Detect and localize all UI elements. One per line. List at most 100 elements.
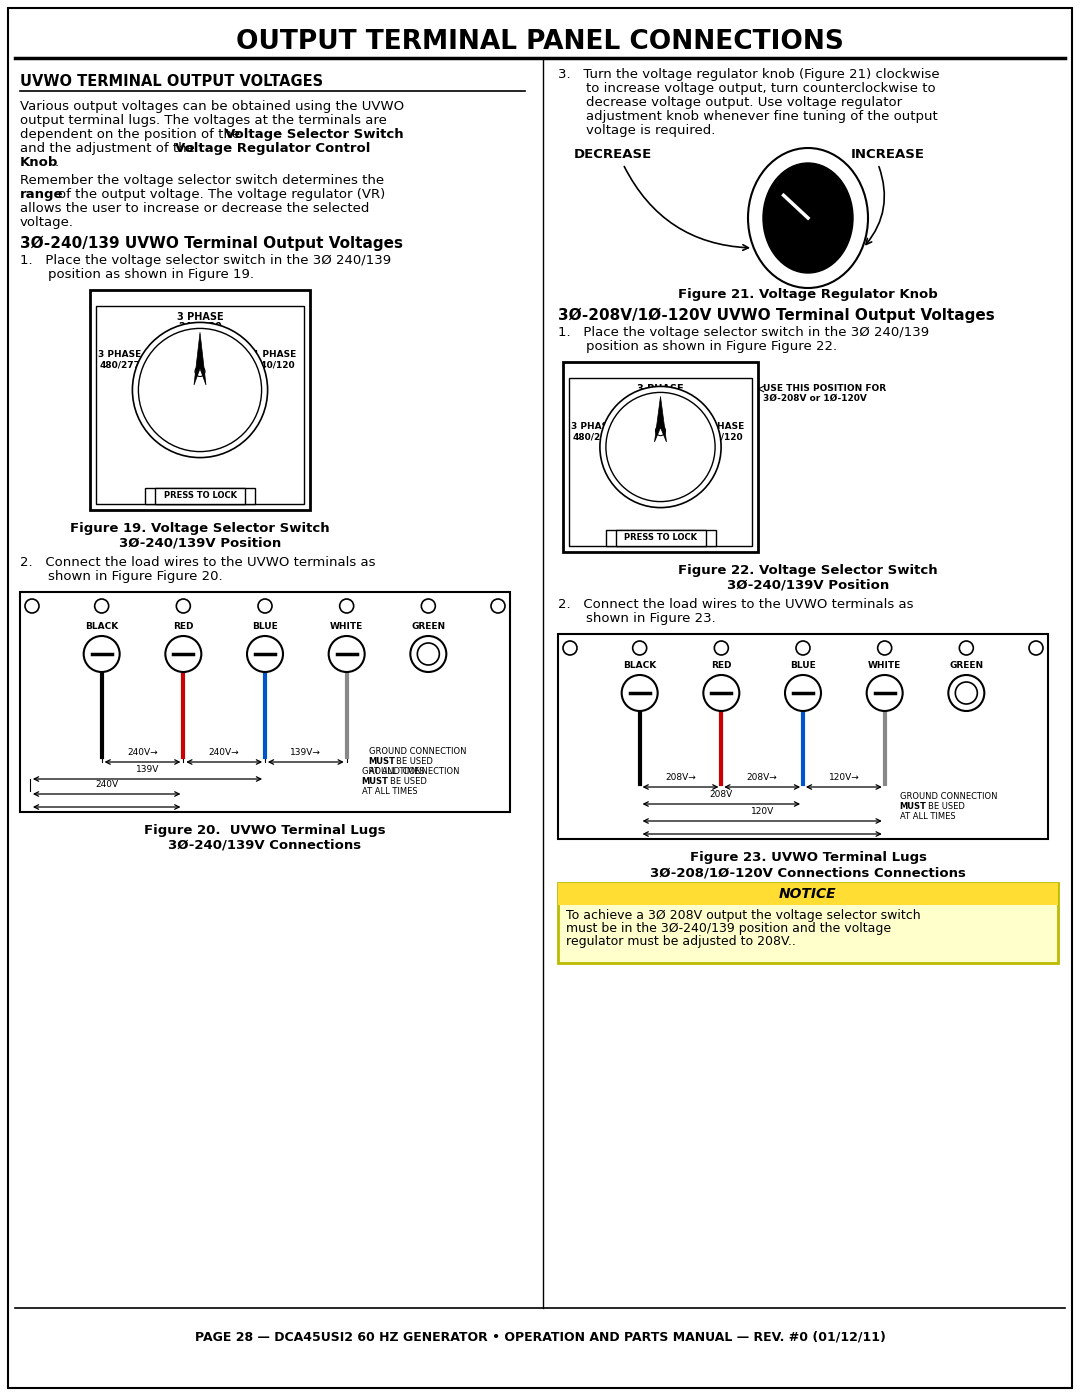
Text: 3Ø-208V/1Ø-120V UVWO Terminal Output Voltages: 3Ø-208V/1Ø-120V UVWO Terminal Output Vol…	[558, 307, 995, 323]
Bar	[563, 362, 758, 552]
Text: 240V→: 240V→	[208, 747, 240, 757]
Text: 3Ø-240/139 UVWO Terminal Output Voltages: 3Ø-240/139 UVWO Terminal Output Voltages	[21, 236, 403, 251]
Text: dependent on the position of the: dependent on the position of the	[21, 129, 244, 141]
Text: 208V: 208V	[710, 789, 733, 799]
Circle shape	[417, 643, 440, 665]
Circle shape	[622, 675, 658, 711]
Text: RED: RED	[173, 622, 193, 631]
Circle shape	[25, 599, 39, 613]
Text: USE THIS POSITION FOR: USE THIS POSITION FOR	[762, 384, 886, 393]
Text: BLACK: BLACK	[623, 661, 657, 671]
Circle shape	[421, 599, 435, 613]
Text: 3Ø-208/1Ø-120V Connections Connections: 3Ø-208/1Ø-120V Connections Connections	[650, 866, 966, 879]
Circle shape	[328, 636, 365, 672]
Circle shape	[133, 323, 268, 458]
Text: to increase voltage output, turn counterclockwise to: to increase voltage output, turn counter…	[586, 82, 935, 95]
Text: 3 PHASE: 3 PHASE	[637, 384, 684, 394]
Text: must be in the 3Ø-240/139 position and the voltage: must be in the 3Ø-240/139 position and t…	[566, 922, 891, 935]
Text: Remember the voltage selector switch determines the: Remember the voltage selector switch det…	[21, 175, 384, 187]
Text: .: .	[55, 156, 59, 169]
Text: MUST: MUST	[362, 777, 389, 787]
Text: 240V→: 240V→	[127, 747, 158, 757]
Text: W: W	[796, 675, 810, 687]
Text: DECREASE: DECREASE	[573, 148, 652, 161]
Bar	[616, 529, 705, 546]
Circle shape	[410, 636, 446, 672]
Text: GROUND CONNECTION: GROUND CONNECTION	[368, 747, 467, 756]
Text: WHITE: WHITE	[868, 661, 902, 671]
Text: BE USED: BE USED	[928, 802, 964, 812]
Text: 3Ø-240/139V Position: 3Ø-240/139V Position	[119, 536, 281, 550]
Circle shape	[656, 426, 665, 436]
Circle shape	[138, 328, 261, 451]
Text: Voltage Regulator Control: Voltage Regulator Control	[175, 142, 370, 155]
Text: 3 PHASE: 3 PHASE	[98, 351, 141, 359]
Text: range: range	[21, 189, 64, 201]
Text: 1 PHASE: 1 PHASE	[701, 422, 744, 432]
Circle shape	[878, 641, 892, 655]
Circle shape	[247, 636, 283, 672]
Circle shape	[633, 641, 647, 655]
Text: W: W	[258, 636, 272, 650]
Text: BLUE: BLUE	[252, 622, 278, 631]
Text: 3Ø-240/139V Connections: 3Ø-240/139V Connections	[168, 840, 362, 852]
Bar	[558, 883, 1058, 905]
Text: 480/277: 480/277	[572, 432, 613, 441]
Bar	[606, 529, 715, 546]
Text: regulator must be adjusted to 208V..: regulator must be adjusted to 208V..	[566, 935, 796, 949]
Text: AT ALL TIMES: AT ALL TIMES	[368, 767, 424, 775]
Text: BLUE: BLUE	[791, 661, 815, 671]
Text: 2.   Connect the load wires to the UVWO terminals as: 2. Connect the load wires to the UVWO te…	[558, 598, 914, 610]
Circle shape	[796, 641, 810, 655]
Text: NOTICE: NOTICE	[779, 887, 837, 901]
Text: Figure 19. Voltage Selector Switch: Figure 19. Voltage Selector Switch	[70, 522, 329, 535]
Text: shown in Figure 23.: shown in Figure 23.	[586, 612, 716, 624]
Circle shape	[703, 675, 740, 711]
Bar	[21, 592, 510, 812]
Polygon shape	[654, 397, 666, 441]
Text: PRESS TO LOCK: PRESS TO LOCK	[624, 534, 697, 542]
Text: MUST: MUST	[900, 802, 927, 812]
Bar	[156, 488, 245, 504]
Text: GROUND CONNECTION: GROUND CONNECTION	[362, 767, 459, 775]
Text: 3Ø-240/139V Position: 3Ø-240/139V Position	[727, 578, 889, 592]
Text: Figure 20.  UVWO Terminal Lugs: Figure 20. UVWO Terminal Lugs	[145, 824, 386, 837]
Text: 240/139: 240/139	[638, 394, 683, 404]
Text: output terminal lugs. The voltages at the terminals are: output terminal lugs. The voltages at th…	[21, 115, 387, 127]
Text: 1.   Place the voltage selector switch in the 3Ø 240/139: 1. Place the voltage selector switch in …	[21, 254, 391, 267]
Circle shape	[785, 675, 821, 711]
Circle shape	[95, 599, 109, 613]
Bar	[96, 306, 303, 504]
Text: OUTPUT TERMINAL PANEL CONNECTIONS: OUTPUT TERMINAL PANEL CONNECTIONS	[237, 29, 843, 54]
Bar	[558, 883, 1058, 963]
Text: Various output voltages can be obtained using the UVWO: Various output voltages can be obtained …	[21, 101, 404, 113]
Text: MUST: MUST	[368, 757, 395, 766]
Text: 480/277: 480/277	[99, 360, 140, 369]
Text: voltage.: voltage.	[21, 217, 75, 229]
Text: adjustment knob whenever fine tuning of the output: adjustment knob whenever fine tuning of …	[586, 110, 937, 123]
Circle shape	[714, 641, 728, 655]
Text: BE USED: BE USED	[395, 757, 433, 766]
Text: To achieve a 3Ø 208V output the voltage selector switch: To achieve a 3Ø 208V output the voltage …	[566, 909, 920, 922]
Text: 1.   Place the voltage selector switch in the 3Ø 240/139: 1. Place the voltage selector switch in …	[558, 326, 929, 339]
Bar	[569, 379, 752, 546]
Text: 139V: 139V	[136, 766, 159, 774]
Text: decrease voltage output. Use voltage regulator: decrease voltage output. Use voltage reg…	[586, 96, 902, 109]
Text: allows the user to increase or decrease the selected: allows the user to increase or decrease …	[21, 203, 369, 215]
Text: 3.   Turn the voltage regulator knob (Figure 21) clockwise: 3. Turn the voltage regulator knob (Figu…	[558, 68, 940, 81]
Text: 208V→: 208V→	[746, 773, 778, 782]
Text: 208V→: 208V→	[665, 773, 696, 782]
Text: 240/139: 240/139	[178, 321, 222, 332]
Text: Voltage Selector Switch: Voltage Selector Switch	[225, 129, 404, 141]
Text: 2.   Connect the load wires to the UVWO terminals as: 2. Connect the load wires to the UVWO te…	[21, 556, 376, 569]
Circle shape	[563, 641, 577, 655]
Text: and the adjustment of the: and the adjustment of the	[21, 142, 199, 155]
Circle shape	[866, 675, 903, 711]
Text: Figure 22. Voltage Selector Switch: Figure 22. Voltage Selector Switch	[678, 564, 937, 577]
Circle shape	[165, 636, 201, 672]
Text: 240/120: 240/120	[703, 432, 743, 441]
Text: PRESS TO LOCK: PRESS TO LOCK	[163, 492, 237, 500]
Text: BLACK: BLACK	[85, 622, 119, 631]
Text: V: V	[178, 636, 188, 650]
Circle shape	[606, 393, 715, 502]
